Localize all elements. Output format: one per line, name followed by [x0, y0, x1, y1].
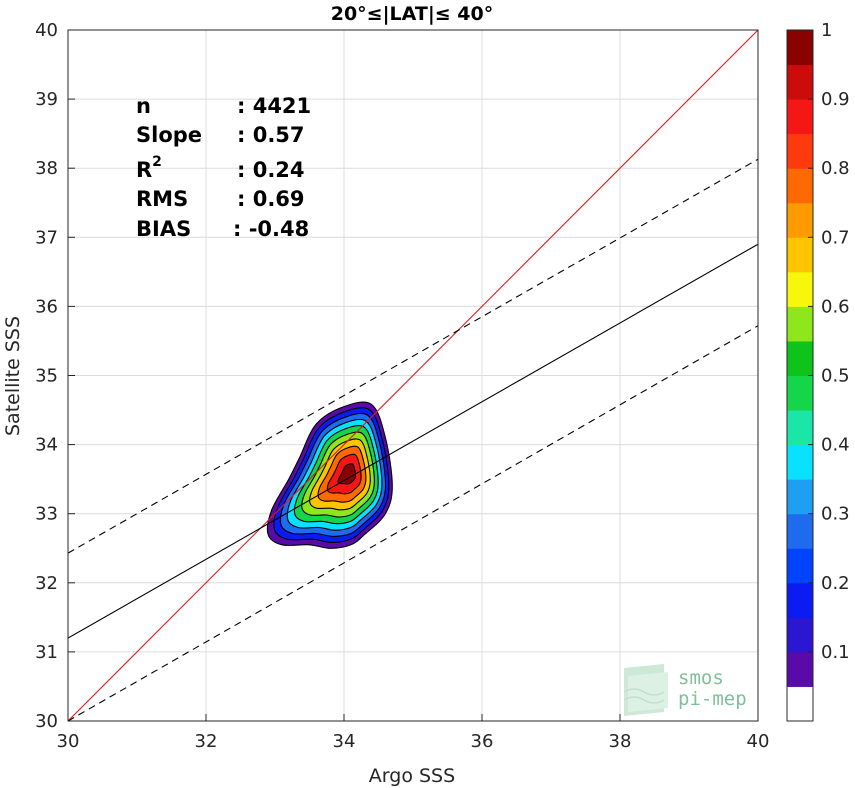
- colorbar-segment: [787, 133, 813, 169]
- colorbar-segment: [787, 410, 813, 446]
- density-contours: [266, 401, 393, 549]
- stat-value: : 0.69: [237, 187, 305, 211]
- density-contour: [337, 463, 357, 485]
- colorbar-segment: [787, 479, 813, 515]
- y-tick-label: 37: [35, 227, 58, 248]
- colorbar-tick-label: 0.8: [821, 158, 850, 179]
- y-tick-label: 30: [35, 711, 58, 732]
- x-tick-label: 40: [747, 731, 770, 752]
- y-tick-label: 33: [35, 504, 58, 525]
- colorbar-tick-label: 0.3: [821, 504, 850, 525]
- reference-lines: [67, 29, 759, 722]
- colorbar-segment: [787, 375, 813, 411]
- colorbar-segment: [787, 168, 813, 204]
- y-tick-label: 35: [35, 366, 58, 387]
- x-axis-label: Argo SSS: [369, 765, 455, 787]
- x-axis-ticks: 30 32 34 36 38 40: [57, 714, 770, 752]
- regression-upper-line: [67, 158, 759, 554]
- y-axis-ticks: 30 31 32 33 34 35 36 37 38 39 40: [35, 20, 75, 732]
- smos-pi-mep-logo: smos pi-mep: [623, 664, 747, 716]
- y-tick-label: 36: [35, 296, 58, 317]
- colorbar-tick-label: 0.1: [821, 642, 850, 663]
- colorbar-segment: [787, 548, 813, 584]
- colorbar-segment: [787, 30, 813, 66]
- one-to-one-line: [67, 29, 759, 722]
- colorbar-tick-label: 1: [821, 20, 832, 41]
- x-tick-label: 36: [471, 731, 494, 752]
- stat-label: BIAS: [136, 217, 191, 241]
- stat-value: : -0.48: [233, 217, 309, 241]
- colorbar-segment: [787, 99, 813, 135]
- colorbar-tick-label: 0.5: [821, 366, 850, 387]
- colorbar: [786, 29, 814, 722]
- colorbar-segment: [787, 202, 813, 238]
- colorbar-tick-label: 0.2: [821, 573, 850, 594]
- stat-value: : 0.24: [237, 158, 305, 182]
- colorbar-segment: [787, 271, 813, 307]
- stat-label: RMS: [136, 187, 188, 211]
- colorbar-tick-label: 0.4: [821, 435, 850, 456]
- y-tick-label: 40: [35, 20, 58, 41]
- colorbar-tick-label: 0.6: [821, 296, 850, 317]
- stat-value: : 0.57: [237, 123, 305, 147]
- stat-value: : 4421: [237, 94, 311, 118]
- stat-label: n: [136, 94, 151, 118]
- y-tick-label: 38: [35, 158, 58, 179]
- regression-lower-line: [67, 325, 759, 722]
- colorbar-ticks: 0.1 0.2 0.3 0.4 0.5 0.6 0.7 0.8 0.9 1: [808, 20, 850, 663]
- stat-superscript: 2: [152, 154, 162, 170]
- logo-line1: smos: [678, 667, 724, 689]
- colorbar-segment: [787, 651, 813, 687]
- colorbar-segment: [787, 513, 813, 549]
- colorbar-segment: [787, 582, 813, 618]
- regression-line: [67, 243, 759, 639]
- x-tick-label: 34: [333, 731, 356, 752]
- colorbar-segment: [787, 340, 813, 376]
- logo-line2: pi-mep: [678, 688, 747, 710]
- y-tick-label: 39: [35, 89, 58, 110]
- chart-title: 20°≤|LAT|≤ 40°: [331, 3, 494, 25]
- colorbar-tick-label: 0.7: [821, 227, 850, 248]
- colorbar-segment: [787, 444, 813, 480]
- logo-wave-icon: [623, 664, 668, 716]
- colorbar-segment: [787, 64, 813, 100]
- stat-label: Slope: [136, 123, 202, 147]
- colorbar-segment: [787, 237, 813, 273]
- x-tick-label: 30: [57, 731, 80, 752]
- colorbar-segment: [787, 617, 813, 653]
- y-axis-label: Satellite SSS: [2, 316, 24, 436]
- y-tick-label: 31: [35, 642, 58, 663]
- colorbar-segment: [787, 686, 813, 722]
- colorbar-tick-label: 0.9: [821, 89, 850, 110]
- x-tick-label: 32: [195, 731, 218, 752]
- y-tick-label: 32: [35, 573, 58, 594]
- x-tick-label: 38: [609, 731, 632, 752]
- colorbar-segment: [787, 306, 813, 342]
- y-tick-label: 34: [35, 435, 58, 456]
